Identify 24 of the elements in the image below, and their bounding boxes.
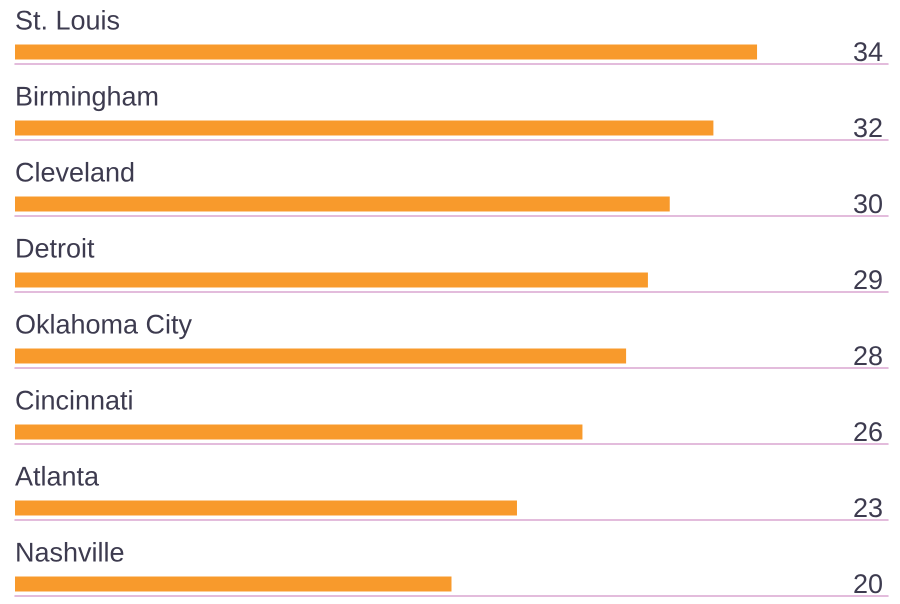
y-tick-label: Detroit: [15, 234, 96, 264]
bar: [15, 348, 626, 364]
data-label: 23: [852, 493, 883, 523]
y-tick-label: Birmingham: [15, 82, 160, 112]
data-label: 20: [852, 569, 883, 599]
data-label: 30: [852, 189, 883, 219]
y-tick-label: Cincinnati: [15, 386, 134, 416]
y-tick-label: Oklahoma City: [15, 310, 193, 340]
bar: [15, 120, 714, 136]
data-label: 32: [852, 113, 883, 143]
data-label: 28: [852, 341, 883, 371]
bar: [15, 272, 648, 288]
y-tick-label: Atlanta: [15, 462, 100, 492]
bar: [15, 576, 452, 592]
bar: [15, 500, 517, 516]
y-tick-label: Nashville: [15, 538, 125, 568]
y-tick-label: Cleveland: [15, 158, 136, 188]
data-label: 29: [852, 265, 883, 295]
bar: [15, 196, 670, 212]
data-label: 34: [852, 37, 883, 67]
data-label: 26: [852, 417, 883, 447]
bar: [15, 424, 582, 440]
y-tick-label: St. Louis: [15, 6, 120, 36]
bar: [15, 44, 758, 60]
